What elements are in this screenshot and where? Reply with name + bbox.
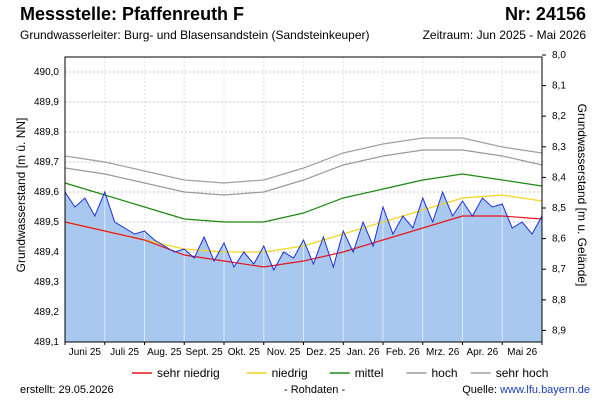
- x-tick-label: Nov. 25: [267, 347, 301, 358]
- y-tick-label-right: 8,8: [552, 295, 566, 306]
- period-label: Zeitraum: Jun 2025 - Mai 2026: [422, 28, 586, 42]
- created-date: erstellt: 29.05.2026: [20, 384, 114, 396]
- source-link[interactable]: www.lfu.bayern.de: [500, 384, 590, 396]
- series-line-hoch: [64, 149, 543, 196]
- y-tick-label-left: 489,1: [34, 337, 59, 348]
- y-tick-label-left: 489,3: [34, 277, 59, 288]
- y-tick-label-right: 8,6: [552, 234, 566, 245]
- x-tick-label: Sept. 25: [185, 347, 223, 358]
- source-label: Quelle:: [462, 384, 501, 396]
- series-line-sehr-hoch: [64, 137, 543, 184]
- x-tick-label: Juni 25: [69, 347, 102, 358]
- station-number: Nr: 24156: [504, 4, 586, 24]
- y-tick-label-right: 8,7: [552, 264, 566, 275]
- measured-line: [64, 190, 543, 272]
- y-tick-label-right: 8,3: [552, 142, 566, 153]
- legend-label: sehr hoch: [496, 366, 549, 380]
- y-tick-label-left: 489,8: [34, 127, 59, 138]
- legend-label: hoch: [432, 366, 458, 380]
- y-tick-label-left: 489,2: [34, 307, 59, 318]
- y-tick-label-right: 8,2: [552, 111, 566, 122]
- aquifer-label: Grundwasserleiter: Burg- und Blasensands…: [20, 28, 370, 42]
- legend-label: niedrig: [272, 366, 308, 380]
- x-tick-label: Jan. 26: [347, 347, 380, 358]
- y-tick-label-left: 489,6: [34, 187, 59, 198]
- y-tick-label-right: 8,4: [552, 172, 566, 183]
- x-tick-label: Aug. 25: [147, 347, 182, 358]
- y-tick-label-left: 489,9: [34, 97, 59, 108]
- source-credit: Quelle: www.lfu.bayern.de: [462, 384, 590, 396]
- x-tick-label: Feb. 26: [386, 347, 420, 358]
- y-axis-label-left: Grundwasserstand [m ü. NN]: [14, 118, 28, 273]
- y-tick-label-left: 489,5: [34, 217, 59, 228]
- legend-label: mittel: [355, 366, 384, 380]
- series-line-sehr-niedrig: [64, 215, 543, 268]
- y-tick-label-left: 490,0: [34, 67, 59, 78]
- x-tick-label: Juli 25: [110, 347, 139, 358]
- y-tick-label-right: 8,9: [552, 325, 566, 336]
- y-tick-label-right: 8,5: [552, 203, 566, 214]
- y-axis-label-right: Grundwasserstand [m u. Gelände]: [575, 104, 589, 287]
- x-tick-label: Mai 26: [507, 347, 537, 358]
- raw-data-note: - Rohdaten -: [284, 384, 346, 396]
- x-tick-label: Apr. 26: [467, 347, 499, 358]
- y-tick-label-left: 489,4: [34, 247, 59, 258]
- legend-label: sehr niedrig: [157, 366, 220, 380]
- y-tick-label-right: 8,1: [552, 81, 566, 92]
- y-tick-label-right: 8,0: [552, 50, 566, 61]
- y-tick-label-left: 489,7: [34, 157, 59, 168]
- x-tick-label: Mrz. 26: [426, 347, 460, 358]
- x-tick-label: Dez. 25: [306, 347, 341, 358]
- page-title: Messstelle: Pfaffenreuth F: [20, 4, 245, 24]
- series-line-mittel: [64, 173, 543, 223]
- x-tick-label: Okt. 25: [228, 347, 261, 358]
